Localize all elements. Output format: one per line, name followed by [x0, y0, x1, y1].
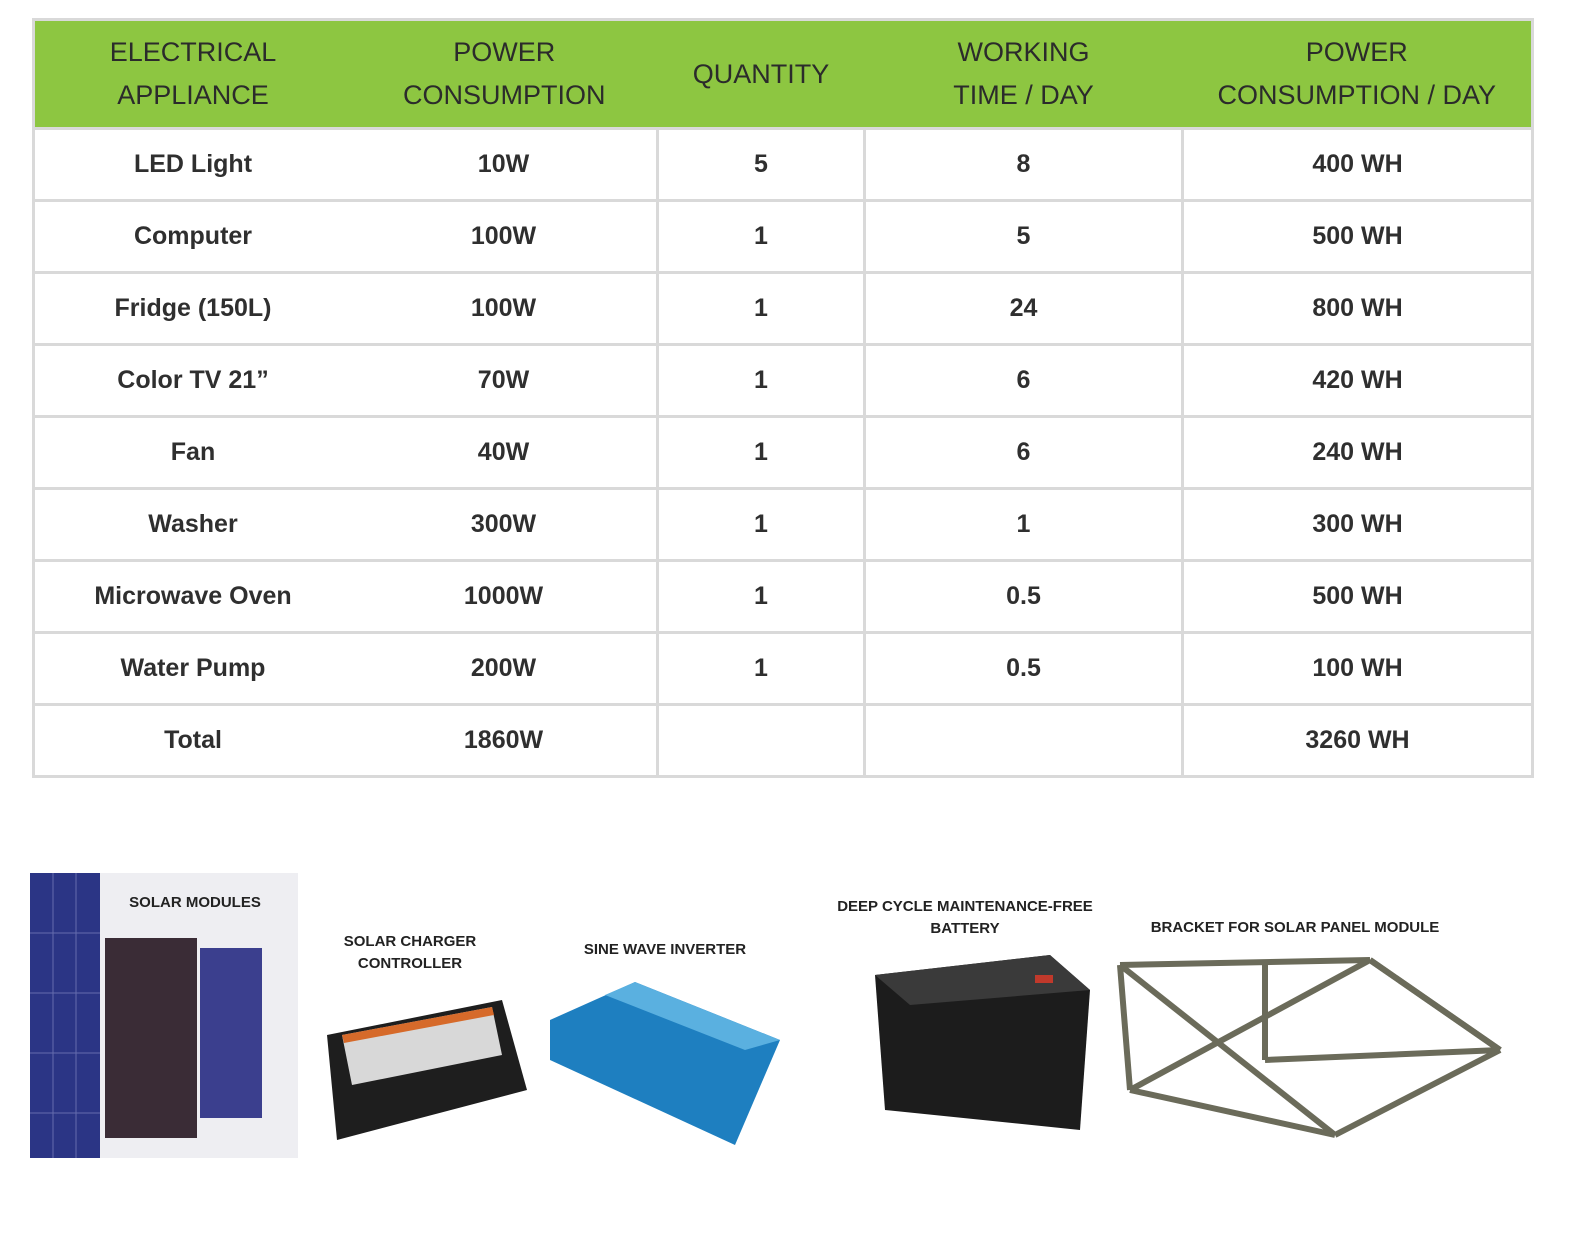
table-cell: 300W [351, 488, 658, 562]
header-line: WORKING [957, 37, 1090, 67]
header-row: ELECTRICAL APPLIANCE POWER CONSUMPTION QUANT… [33, 19, 1533, 130]
table-cell: Water Pump [33, 632, 351, 706]
table-cell: 1 [656, 200, 865, 274]
table-cell: 500 WH [1181, 560, 1533, 634]
header-line: CONSUMPTION / DAY [1217, 80, 1497, 110]
table-cell: 0.5 [863, 560, 1183, 634]
table-cell: 40W [351, 416, 658, 490]
table-row: Washer 300W 1 1 300 WH [33, 488, 1533, 562]
table-cell: 1 [863, 488, 1183, 562]
solar-modules-caption: SOLAR MODULES [129, 894, 261, 911]
table-cell: 1 [656, 272, 865, 346]
inverter-image [550, 982, 780, 1145]
table-cell: 240 WH [1181, 416, 1533, 490]
table-cell: 500 WH [1181, 200, 1533, 274]
battery-image [875, 955, 1090, 1130]
table-cell: 420 WH [1181, 344, 1533, 418]
header-line: TIME / DAY [953, 80, 1094, 110]
table-row: LED Light 10W 5 8 400 WH [33, 128, 1533, 202]
table-cell: 200W [351, 632, 658, 706]
table-cell: 800 WH [1181, 272, 1533, 346]
table-cell: 5 [656, 128, 865, 202]
header-line: POWER [1305, 37, 1408, 67]
table-cell: 6 [863, 416, 1183, 490]
table-cell: 400 WH [1181, 128, 1533, 202]
table-row: Water Pump 200W 1 0.5 100 WH [33, 632, 1533, 706]
total-row: Total 1860W 3260 WH [33, 704, 1533, 778]
table-cell: 1 [656, 416, 865, 490]
table-cell [863, 704, 1183, 778]
column-header: ELECTRICAL APPLIANCE [33, 19, 351, 130]
column-header: POWER CONSUMPTION / DAY [1182, 19, 1533, 130]
header-line: CONSUMPTION [403, 80, 606, 110]
table-cell: 1 [656, 488, 865, 562]
table-cell: 1860W [351, 704, 658, 778]
table-cell: LED Light [33, 128, 351, 202]
table-cell: 5 [863, 200, 1183, 274]
table-row: Fan 40W 1 6 240 WH [33, 416, 1533, 490]
table-cell: Computer [33, 200, 351, 274]
column-header: WORKING TIME / DAY [864, 19, 1183, 130]
battery-caption: DEEP CYCLE MAINTENANCE-FREE BATTERY [837, 898, 1093, 937]
table-cell: Fan [33, 416, 351, 490]
table-cell: Washer [33, 488, 351, 562]
table-cell: 24 [863, 272, 1183, 346]
header-line: QUANTITY [692, 58, 830, 89]
header-line: APPLIANCE [117, 80, 269, 110]
bracket-image [1117, 957, 1502, 1138]
table-cell: 10W [351, 128, 658, 202]
table-cell: 1 [656, 344, 865, 418]
table-cell: 8 [863, 128, 1183, 202]
column-header: POWER CONSUMPTION [351, 19, 658, 130]
table-cell: 0.5 [863, 632, 1183, 706]
table-cell: 1000W [351, 560, 658, 634]
charge-controller-caption: SOLAR CHARGER CONTROLLER [343, 933, 477, 972]
table-cell: 70W [351, 344, 658, 418]
table-row: Computer 100W 1 5 500 WH [33, 200, 1533, 274]
table-cell: 100 WH [1181, 632, 1533, 706]
table-cell [656, 704, 865, 778]
table-cell: 3260 WH [1181, 704, 1533, 778]
table-row: Fridge (150L) 100W 1 24 800 WH [33, 272, 1533, 346]
inverter-caption: SINE WAVE INVERTER [583, 941, 747, 958]
table-cell: 6 [863, 344, 1183, 418]
solar-modules-image [30, 873, 298, 1158]
table-row: Color TV 21” 70W 1 6 420 WH [33, 344, 1533, 418]
table-cell: 1 [656, 560, 865, 634]
table-cell: 1 [656, 632, 865, 706]
bracket-caption: BRACKET FOR SOLAR PANEL MODULE [1150, 919, 1440, 936]
table-row: Microwave Oven 1000W 1 0.5 500 WH [33, 560, 1533, 634]
header-line: ELECTRICAL [109, 37, 277, 67]
energy-table: ELECTRICAL APPLIANCE POWER CONSUMPTION QUANT… [32, 18, 1534, 778]
table-cell: 300 WH [1181, 488, 1533, 562]
charge-controller-image [327, 1000, 527, 1140]
table-cell: Color TV 21” [33, 344, 351, 418]
table-cell: Microwave Oven [33, 560, 351, 634]
table-cell: Fridge (150L) [33, 272, 351, 346]
table-cell: Total [33, 704, 351, 778]
column-header: QUANTITY [657, 19, 865, 130]
table-cell: 100W [351, 200, 658, 274]
table-cell: 100W [351, 272, 658, 346]
header-line: POWER [453, 37, 556, 67]
